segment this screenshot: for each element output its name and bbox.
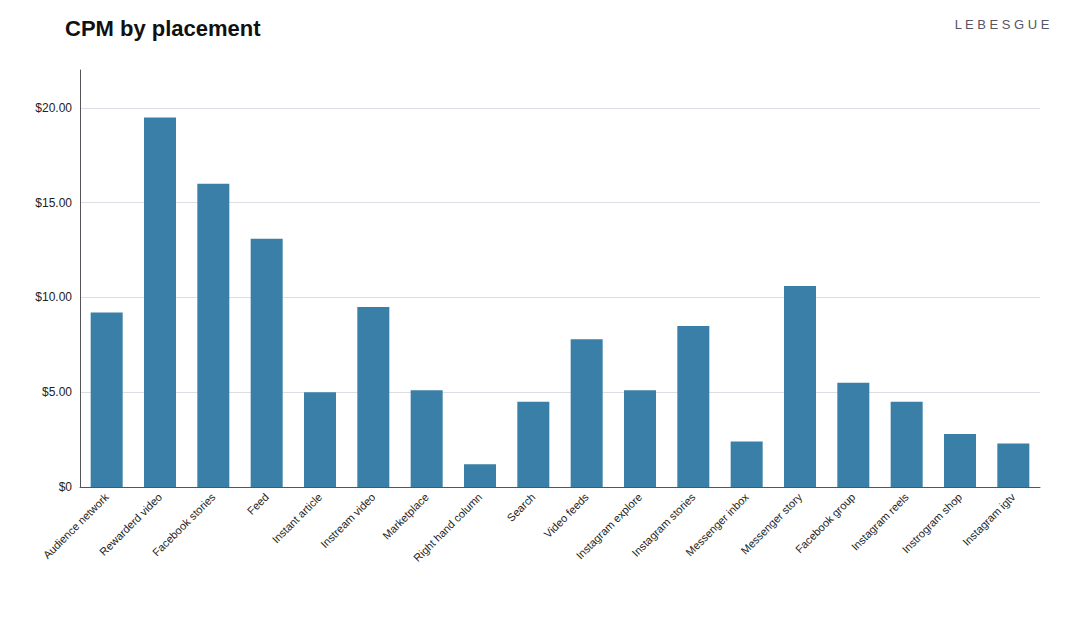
svg-text:L E B E S G U E: L E B E S G U E (955, 17, 1050, 32)
svg-text:Messenger inbox: Messenger inbox (683, 490, 751, 559)
svg-text:Facebook stories: Facebook stories (150, 490, 218, 558)
svg-text:$10.00: $10.00 (35, 290, 72, 304)
svg-text:CPM by placement: CPM by placement (65, 16, 261, 41)
svg-text:Facebook group: Facebook group (793, 491, 858, 556)
svg-text:Instagram stories: Instagram stories (629, 490, 698, 559)
svg-text:Instream video: Instream video (318, 491, 377, 550)
svg-text:$20.00: $20.00 (35, 101, 72, 115)
svg-text:$5.00: $5.00 (42, 385, 72, 399)
svg-text:Instagram igtv: Instagram igtv (960, 490, 1018, 548)
svg-text:Instagram reels: Instagram reels (848, 490, 911, 553)
svg-text:$15.00: $15.00 (35, 196, 72, 210)
svg-text:Search: Search (504, 491, 537, 524)
svg-text:$0: $0 (59, 480, 73, 494)
svg-text:Right hand column: Right hand column (411, 491, 484, 564)
svg-text:Marketplace: Marketplace (380, 491, 431, 542)
svg-text:Instrogram shop: Instrogram shop (900, 491, 965, 556)
svg-text:Audience network: Audience network (40, 490, 111, 561)
svg-text:Feed: Feed (245, 491, 271, 517)
svg-text:Instagram explore: Instagram explore (573, 490, 645, 562)
svg-text:Messenger story: Messenger story (738, 490, 805, 557)
svg-text:Video feeds: Video feeds (542, 490, 592, 540)
svg-text:Rewarderd video: Rewarderd video (97, 490, 165, 558)
svg-text:Instant article: Instant article (270, 491, 325, 546)
